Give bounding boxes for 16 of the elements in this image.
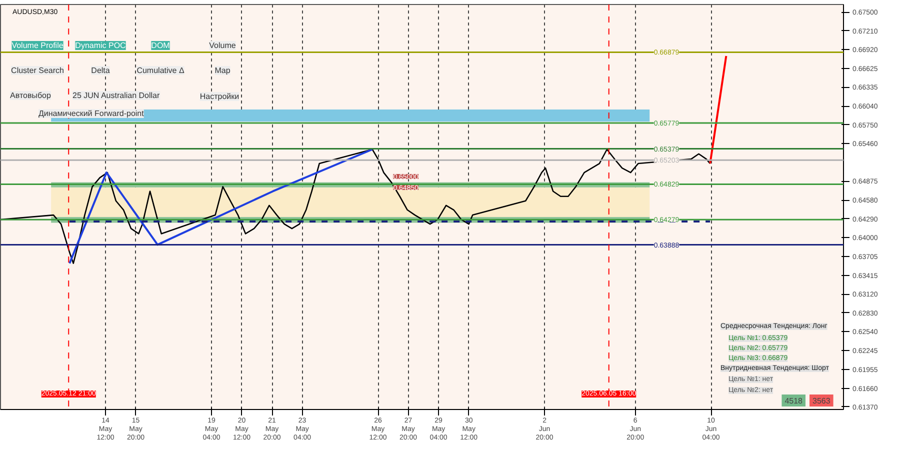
annotation: Cluster Search (11, 66, 64, 75)
annotation: 3563 (812, 396, 831, 406)
annotation: Динамический Forward-point (38, 109, 145, 118)
annotation: Dynamic POC (75, 41, 126, 50)
annotation: Volume (209, 41, 236, 50)
line-series (68, 148, 374, 264)
annotation: Delta (91, 66, 110, 75)
annotation: 25 JUN Australian Dollar (72, 91, 160, 100)
annotation: Map (214, 66, 231, 75)
line-series (0, 148, 711, 264)
annotation: Настройки (200, 92, 240, 101)
annotation: Автовыбор (10, 91, 52, 100)
annotation: Volume Profile (12, 41, 64, 50)
annotation: DOM (151, 41, 170, 50)
annotation: 4518 (784, 396, 804, 406)
annotation: Cumulative Δ (136, 66, 185, 75)
